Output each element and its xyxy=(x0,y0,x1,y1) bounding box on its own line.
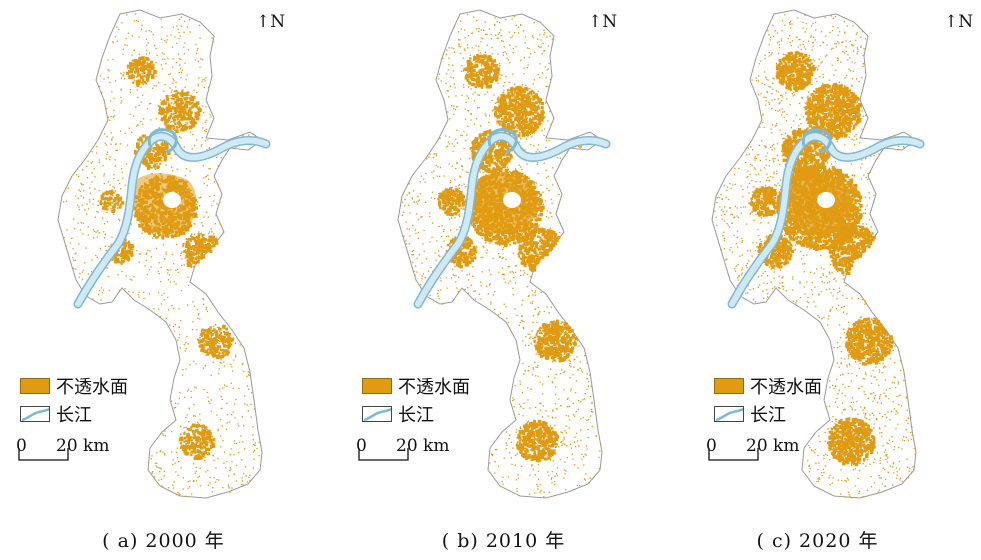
north-arrow-icon: ↑ xyxy=(256,12,271,32)
impervious-swatch-icon xyxy=(362,378,392,394)
scale-zero: 0 xyxy=(16,436,27,456)
legend-impervious-label: 不透水面 xyxy=(750,377,822,398)
north-arrow: ↑N xyxy=(944,14,973,31)
caption-2020: ( c) 2020 年 xyxy=(756,530,879,552)
river-swatch-icon xyxy=(20,406,50,422)
city-boundary xyxy=(711,9,917,499)
scale-distance: 20 km xyxy=(396,436,450,456)
legend-item-river: 长江 xyxy=(20,400,128,428)
map-panel-2020: ↑N 不透水面 长江 0 20 km ( c) 2020 年 xyxy=(654,0,981,560)
north-arrow-icon: ↑ xyxy=(588,12,603,32)
lake xyxy=(503,192,521,208)
river-channel xyxy=(147,128,178,154)
scale-distance: 20 km xyxy=(56,436,110,456)
yangtze-river xyxy=(75,133,269,307)
river-swatch-icon xyxy=(714,406,744,422)
legend-impervious-label: 不透水面 xyxy=(398,377,470,398)
impervious-swatch-icon xyxy=(714,378,744,394)
map-2000 xyxy=(57,9,271,499)
legend-item-river: 长江 xyxy=(714,400,822,428)
north-label: N xyxy=(958,12,974,32)
river-channel xyxy=(487,128,518,154)
legend-item-river: 长江 xyxy=(362,400,470,428)
map-2010 xyxy=(397,9,611,499)
legend: 不透水面 长江 xyxy=(362,372,470,428)
city-boundary xyxy=(397,9,603,499)
map-panel-2010: ↑N 不透水面 长江 0 20 km ( b) 2010 年 xyxy=(340,0,667,560)
lake xyxy=(163,192,181,208)
map-panel-2000: ↑N 不透水面 长江 0 20 km ( a) 2000 年 xyxy=(0,0,327,560)
scale-distance: 20 km xyxy=(746,436,800,456)
legend: 不透水面 长江 xyxy=(20,372,128,428)
lake xyxy=(817,192,835,208)
legend-item-impervious: 不透水面 xyxy=(714,372,822,400)
legend: 不透水面 长江 xyxy=(714,372,822,428)
north-arrow: ↑N xyxy=(256,14,285,31)
north-label: N xyxy=(270,12,286,32)
yangtze-river xyxy=(729,133,923,307)
caption-2010: ( b) 2010 年 xyxy=(441,530,566,552)
north-arrow-icon: ↑ xyxy=(944,12,959,32)
north-label: N xyxy=(602,12,618,32)
caption-2000: ( a) 2000 年 xyxy=(102,530,225,552)
legend-impervious-label: 不透水面 xyxy=(56,377,128,398)
legend-river-label: 长江 xyxy=(750,405,786,426)
legend-item-impervious: 不透水面 xyxy=(362,372,470,400)
scale-zero: 0 xyxy=(706,436,717,456)
legend-item-impervious: 不透水面 xyxy=(20,372,128,400)
river-channel xyxy=(801,128,832,154)
legend-river-label: 长江 xyxy=(56,405,92,426)
north-arrow: ↑N xyxy=(588,14,617,31)
impervious-swatch-icon xyxy=(20,378,50,394)
legend-river-label: 长江 xyxy=(398,405,434,426)
scale-zero: 0 xyxy=(356,436,367,456)
yangtze-river xyxy=(415,133,609,307)
map-2020 xyxy=(711,9,925,499)
river-swatch-icon xyxy=(362,406,392,422)
